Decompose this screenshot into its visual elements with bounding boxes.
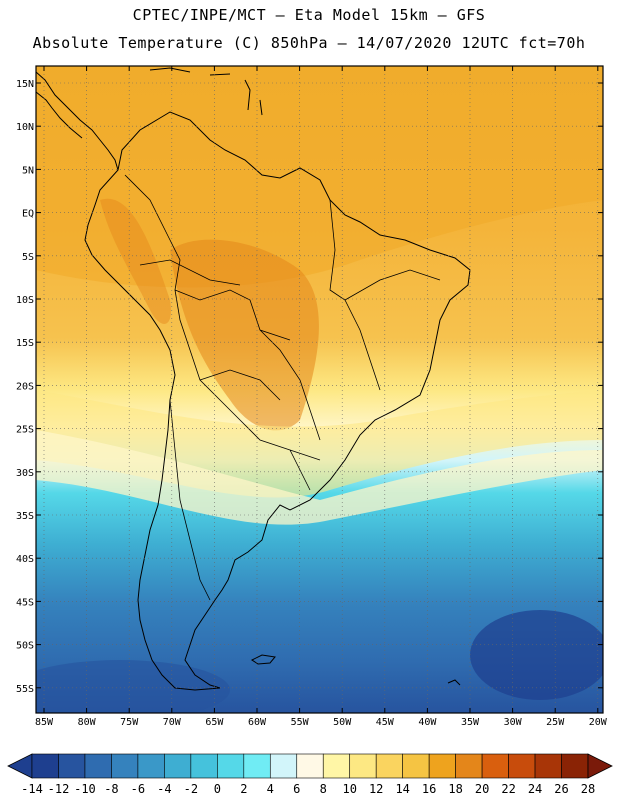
colorbar-label: 12 <box>369 782 383 796</box>
colorbar-swatch <box>561 753 589 779</box>
colorbar-swatch <box>428 753 456 779</box>
lat-tick-label: 35S <box>16 511 34 522</box>
colorbar-label: 16 <box>422 782 436 796</box>
cold-pool-atlantic <box>470 610 603 700</box>
lat-tick-label: 15S <box>16 338 34 349</box>
title-line-1: CPTEC/INPE/MCT – Eta Model 15km – GFS <box>132 6 486 24</box>
central-america-coastline <box>35 71 119 171</box>
south-america-coastline <box>84 111 471 691</box>
temperature-map: 15N 10N 5N EQ 5S 10S 15S 20S 25S 30S 35S 40S 45S 50S 5… <box>16 65 608 728</box>
lat-tick-label: 40S <box>16 554 34 565</box>
lat-tick-label: 5N <box>22 165 34 176</box>
colorbar-label: 22 <box>501 782 515 796</box>
lon-tick-label: 50W <box>333 717 352 728</box>
lat-tick-label: 20S <box>16 381 34 392</box>
colorbar-label: -6 <box>131 782 145 796</box>
lat-tick-label: 45S <box>16 597 34 608</box>
colorbar-swatch <box>402 753 430 779</box>
lon-tick-label: 35W <box>461 717 480 728</box>
colorbar-label: -14 <box>21 782 43 796</box>
latitude-axis: 15N 10N 5N EQ 5S 10S 15S 20S 25S 30S 35S 40S 45S 50S 5… <box>16 79 603 695</box>
hot-region-interior <box>170 239 319 431</box>
colorbar-swatch <box>269 753 298 779</box>
colorbar-swatch <box>111 753 139 779</box>
cold-pool-pacific-south <box>36 660 230 713</box>
colorbar-label: -4 <box>157 782 171 796</box>
colorbar-label: -2 <box>184 782 198 796</box>
longitude-axis: 85W 80W 75W 70W 65W 60W 55W 50W 45W 40W 35W 30W 25W 2… <box>35 66 608 728</box>
graticule <box>36 66 603 713</box>
colorbar-swatch <box>375 753 403 779</box>
colorbar-arrow-low <box>7 753 33 779</box>
colorbar-label: 8 <box>320 782 327 796</box>
lon-tick-label: 85W <box>35 717 54 728</box>
lat-tick-label: 55S <box>16 684 34 695</box>
map-frame <box>35 65 604 714</box>
lon-tick-label: 75W <box>120 717 139 728</box>
lon-tick-label: 45W <box>376 717 395 728</box>
colorbar-swatch <box>31 753 59 779</box>
lat-tick-label: 30S <box>16 468 34 479</box>
colorbar-label: -10 <box>74 782 96 796</box>
colorbar-label: -8 <box>104 782 118 796</box>
colorbar-label: 28 <box>581 782 595 796</box>
colorbar-swatch <box>296 753 324 779</box>
lon-tick-label: 65W <box>205 717 224 728</box>
lat-tick-label: 15N <box>16 79 34 90</box>
colorbar-swatch <box>322 753 351 779</box>
colorbar-swatch <box>58 753 86 779</box>
colorbar: -14 -12 -10 -8 -6 -4 -2 0 2 4 6 8 10 12 14 16 18 20 22 24 26… <box>7 753 613 796</box>
colorbar-label: 4 <box>267 782 274 796</box>
colorbar-label: 2 <box>240 782 247 796</box>
colorbar-swatch <box>84 753 112 779</box>
caribbean-islands <box>149 67 263 116</box>
falkland-islands <box>251 654 276 665</box>
colorbar-swatch <box>508 753 536 779</box>
colorbar-label: 14 <box>395 782 409 796</box>
colorbar-swatch <box>243 753 271 779</box>
colorbar-label: 10 <box>342 782 356 796</box>
colorbar-label: 6 <box>293 782 300 796</box>
colorbar-label: -12 <box>48 782 70 796</box>
colorbar-swatch <box>137 753 165 779</box>
caribbean-coastline <box>35 91 83 139</box>
hot-region-andes <box>100 198 171 324</box>
lat-tick-label: EQ <box>22 209 34 220</box>
warm-region-north <box>36 66 603 288</box>
lon-tick-label: 25W <box>546 717 565 728</box>
lon-tick-label: 70W <box>163 717 182 728</box>
colorbar-arrow-high <box>587 753 613 779</box>
lon-tick-label: 40W <box>418 717 437 728</box>
colorbar-label: 24 <box>528 782 542 796</box>
lon-tick-label: 80W <box>78 717 97 728</box>
lon-tick-label: 20W <box>589 717 608 728</box>
lon-tick-label: 55W <box>291 717 310 728</box>
lon-tick-label: 60W <box>248 717 267 728</box>
colorbar-label: 20 <box>475 782 489 796</box>
lat-tick-label: 10N <box>16 122 34 133</box>
colorbar-label: 18 <box>448 782 462 796</box>
title-line-2: Absolute Temperature (C) 850hPa – 14/07/… <box>32 34 586 52</box>
country-borders <box>124 174 441 601</box>
colorbar-swatch <box>534 753 562 779</box>
lon-tick-label: 30W <box>504 717 523 728</box>
lat-tick-label: 50S <box>16 641 34 652</box>
colorbar-swatch <box>217 753 245 779</box>
colorbar-swatch <box>455 753 483 779</box>
lat-tick-label: 5S <box>22 252 34 263</box>
colorbar-swatch <box>164 753 192 779</box>
colorbar-swatch <box>481 753 509 779</box>
south-georgia <box>447 679 461 686</box>
colorbar-swatch <box>190 753 218 779</box>
lat-tick-label: 10S <box>16 295 34 306</box>
colorbar-label: 26 <box>554 782 568 796</box>
colorbar-label: 0 <box>214 782 221 796</box>
colorbar-swatch <box>349 753 377 779</box>
lat-tick-label: 25S <box>16 425 34 436</box>
pale-band <box>36 430 603 525</box>
